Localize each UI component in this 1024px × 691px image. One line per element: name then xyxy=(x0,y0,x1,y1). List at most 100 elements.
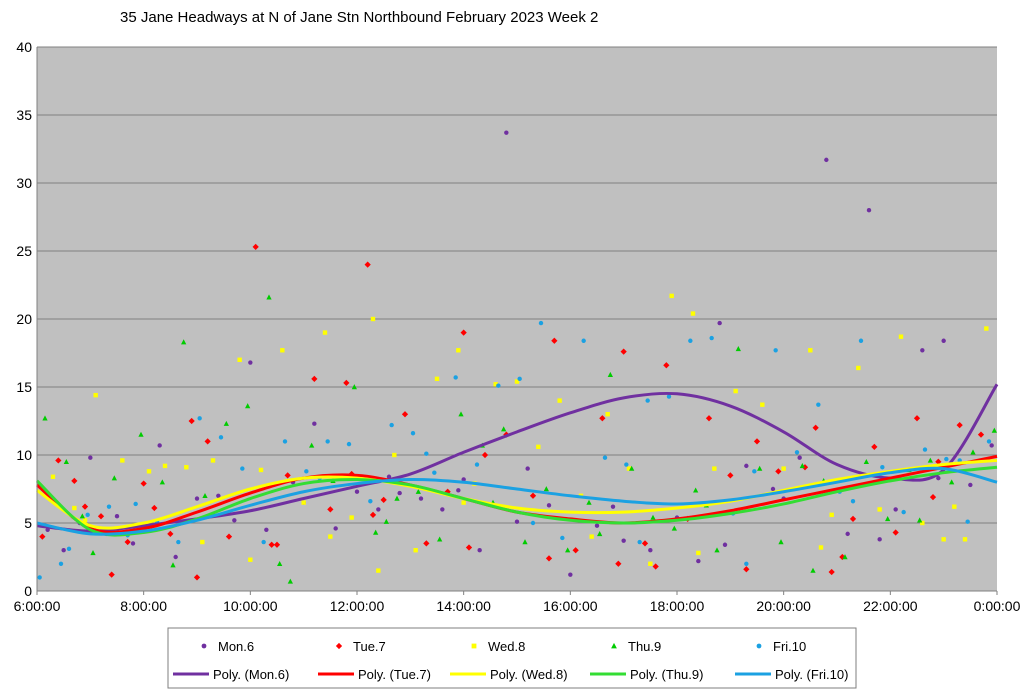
legend-label: Mon.6 xyxy=(218,639,254,654)
point-wed-8 xyxy=(434,376,440,382)
point-thu-9 xyxy=(138,431,144,437)
point-mon-6 xyxy=(157,443,162,448)
point-tue-7 xyxy=(97,513,105,520)
point-fri-10 xyxy=(261,539,266,545)
point-tue-7 xyxy=(481,451,489,459)
point-fri-10 xyxy=(432,470,437,475)
point-mon-6 xyxy=(717,320,722,326)
point-thu-9 xyxy=(991,427,997,433)
point-thu-9 xyxy=(202,492,208,498)
point-mon-6 xyxy=(418,496,424,501)
point-tue-7 xyxy=(615,560,622,567)
point-tue-7 xyxy=(81,503,89,510)
point-tue-7 xyxy=(956,421,963,429)
point-wed-8 xyxy=(962,537,968,542)
point-tue-7 xyxy=(465,544,473,551)
gridlines xyxy=(37,46,997,524)
point-tue-7 xyxy=(892,529,899,536)
point-wed-8 xyxy=(413,548,418,553)
point-mon-6 xyxy=(461,477,466,482)
point-mon-6 xyxy=(744,463,749,469)
point-wed-8 xyxy=(829,512,834,518)
point-tue-7 xyxy=(849,515,857,523)
point-wed-8 xyxy=(210,458,216,463)
point-wed-8 xyxy=(898,334,904,339)
y-tick-label: 0 xyxy=(24,583,32,599)
point-fri-10 xyxy=(858,338,864,343)
point-fri-10 xyxy=(794,450,800,455)
point-mon-6 xyxy=(194,496,200,501)
legend-label: Thu.9 xyxy=(628,639,661,654)
point-tue-7 xyxy=(663,362,670,369)
point-tue-7 xyxy=(929,494,937,501)
point-thu-9 xyxy=(586,499,592,505)
point-mon-6 xyxy=(621,538,626,543)
x-tick-label: 22:00:00 xyxy=(863,598,918,614)
point-mon-6 xyxy=(893,507,898,512)
point-tue-7 xyxy=(343,379,350,387)
point-mon-6 xyxy=(376,507,381,512)
point-fri-10 xyxy=(560,535,565,541)
trendline-poly-fri-10 xyxy=(36,466,998,536)
legend-label: Fri.10 xyxy=(773,639,806,654)
point-wed-8 xyxy=(690,311,696,316)
point-thu-9 xyxy=(42,415,48,421)
trendlines xyxy=(35,383,999,537)
point-wed-8 xyxy=(200,539,205,545)
point-wed-8 xyxy=(72,505,77,511)
point-wed-8 xyxy=(920,520,925,526)
point-mon-6 xyxy=(514,519,520,524)
legend: Mon.6 Tue.7 Wed.8 Thu.9 Fri.10 Poly. (Mon.6) P… xyxy=(167,627,857,689)
point-tue-7 xyxy=(55,457,62,464)
legend-label: Poly. (Wed.8) xyxy=(490,667,568,682)
point-wed-8 xyxy=(589,534,594,539)
point-thu-9 xyxy=(927,457,933,463)
y-tick-label: 20 xyxy=(16,311,32,327)
point-tue-7 xyxy=(753,438,761,445)
point-wed-8 xyxy=(557,398,562,403)
point-thu-9 xyxy=(778,539,784,545)
point-tue-7 xyxy=(369,511,377,518)
point-thu-9 xyxy=(373,529,379,535)
x-axis-ticks: 6:00:00 8:00:00 10:00:00 12:00:00 14:00:00 16… xyxy=(14,591,1021,614)
y-tick-label: 10 xyxy=(16,447,32,463)
point-fri-10 xyxy=(744,561,749,566)
point-wed-8 xyxy=(349,515,354,520)
point-wed-8 xyxy=(781,466,786,471)
x-tick-label: 8:00:00 xyxy=(120,598,167,614)
point-fri-10 xyxy=(965,519,970,524)
point-tue-7 xyxy=(935,458,942,465)
point-tue-7 xyxy=(812,424,819,431)
point-mon-6 xyxy=(696,558,701,564)
point-fri-10 xyxy=(453,375,458,380)
point-tue-7 xyxy=(268,541,275,548)
point-wed-8 xyxy=(536,444,541,450)
point-fri-10 xyxy=(58,561,64,566)
point-wed-8 xyxy=(93,392,98,398)
point-thu-9 xyxy=(757,465,763,471)
point-fri-10 xyxy=(816,402,821,407)
point-tue-7 xyxy=(188,417,195,425)
point-thu-9 xyxy=(287,578,293,584)
point-fri-10 xyxy=(218,435,224,440)
point-wed-8 xyxy=(818,545,824,550)
point-tue-7 xyxy=(913,415,921,422)
point-thu-9 xyxy=(714,547,720,553)
point-thu-9 xyxy=(842,554,848,560)
point-thu-9 xyxy=(223,420,229,426)
point-wed-8 xyxy=(461,500,466,505)
point-wed-8 xyxy=(877,507,882,512)
point-thu-9 xyxy=(607,371,613,377)
point-mon-6 xyxy=(477,548,482,553)
point-wed-8 xyxy=(50,474,56,479)
point-mon-6 xyxy=(770,486,776,492)
point-thu-9 xyxy=(159,479,165,485)
point-mon-6 xyxy=(114,514,120,519)
point-thu-9 xyxy=(693,487,699,493)
point-fri-10 xyxy=(986,439,992,444)
x-tick-label: 0:00:00 xyxy=(974,598,1021,614)
point-tue-7 xyxy=(529,492,537,499)
point-fri-10 xyxy=(282,439,288,444)
point-fri-10 xyxy=(197,416,202,421)
point-mon-6 xyxy=(797,455,802,460)
